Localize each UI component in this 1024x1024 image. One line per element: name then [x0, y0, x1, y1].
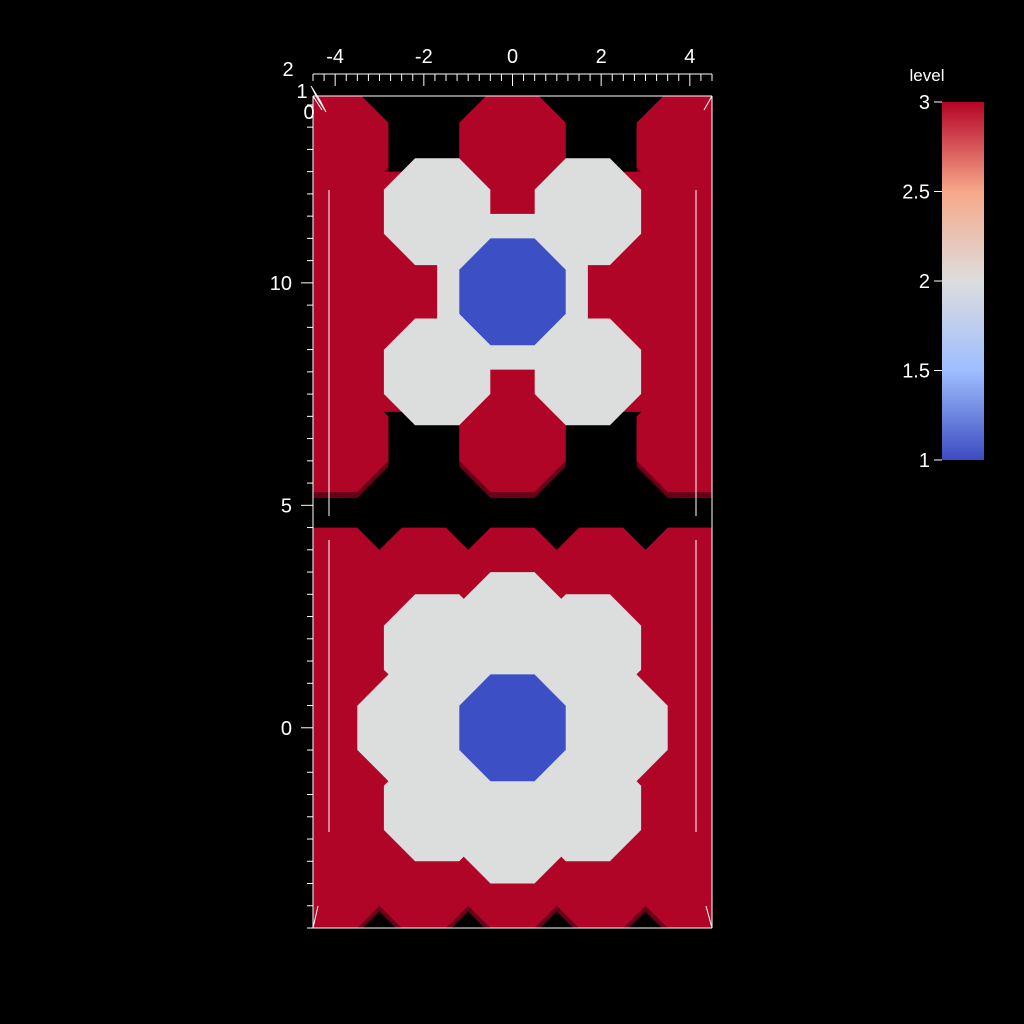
cell-level-3: [313, 238, 389, 346]
x-tick-label: 2: [596, 46, 607, 68]
colorbar-tick-label: 3: [919, 92, 930, 114]
colorbar-gradient: [942, 102, 984, 460]
cell-level-3: [636, 527, 712, 635]
z-tick-label: 2: [282, 59, 293, 81]
colorbar-tick-label: 1: [919, 450, 930, 472]
z-tick-label: 0: [303, 102, 314, 124]
cell-level-3: [459, 385, 566, 492]
x-tick-label: 0: [507, 46, 518, 68]
cell-level-3: [313, 527, 389, 635]
cell-level-2: [534, 318, 642, 426]
cell-level-3: [313, 821, 389, 928]
heatmap-cells: [313, 96, 712, 928]
colorbar-ticks: 3 2.5 2 1.5 1: [902, 92, 942, 472]
cell-level-2: [534, 594, 642, 702]
cell-level-3: [636, 821, 712, 928]
colorbar: level 3 2.5 2 1.5 1: [902, 66, 984, 472]
colorbar-tick-label: 2: [919, 271, 930, 293]
frame-line: [703, 95, 713, 111]
cells-clipped: [313, 96, 712, 928]
x-tick-label: -4: [326, 46, 344, 68]
cell-level-3: [459, 96, 566, 199]
frame-line: [312, 95, 323, 111]
y-tick-label: 0: [281, 718, 292, 740]
frame-line: [705, 905, 713, 929]
axis-ticks: [301, 73, 713, 929]
x-tick-label: -2: [415, 46, 433, 68]
colorbar-tick-label: 2.5: [902, 182, 930, 204]
colorbar-tick-label: 1.5: [902, 361, 930, 383]
cell-level-2: [534, 158, 642, 266]
frame-line: [312, 905, 319, 929]
cell-level-1: [459, 674, 566, 782]
cell-level-2: [383, 318, 491, 426]
cell-level-3: [313, 385, 389, 492]
cell-level-3: [313, 96, 389, 199]
cell-level-3: [636, 96, 712, 199]
axes-frame: [312, 95, 713, 929]
cell-level-3: [636, 385, 712, 492]
x-tick-label: 4: [684, 46, 695, 68]
cell-level-1: [459, 238, 566, 346]
y-tick-label: 10: [270, 273, 292, 295]
z-tick-label: 1: [296, 81, 307, 103]
cell-level-2: [383, 158, 491, 266]
cell-level-3: [636, 238, 712, 346]
y-tick-label: 5: [281, 495, 292, 517]
z-tick: [315, 95, 327, 113]
colorbar-title: level: [910, 66, 945, 85]
cell-level-2: [534, 754, 642, 862]
